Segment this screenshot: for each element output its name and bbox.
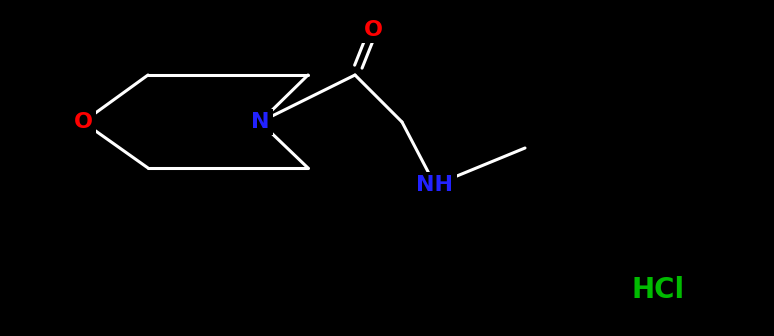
Text: HCl: HCl (632, 276, 684, 304)
Text: O: O (364, 20, 382, 40)
Text: N: N (251, 112, 269, 132)
Text: NH: NH (416, 175, 454, 195)
Text: O: O (74, 112, 93, 132)
